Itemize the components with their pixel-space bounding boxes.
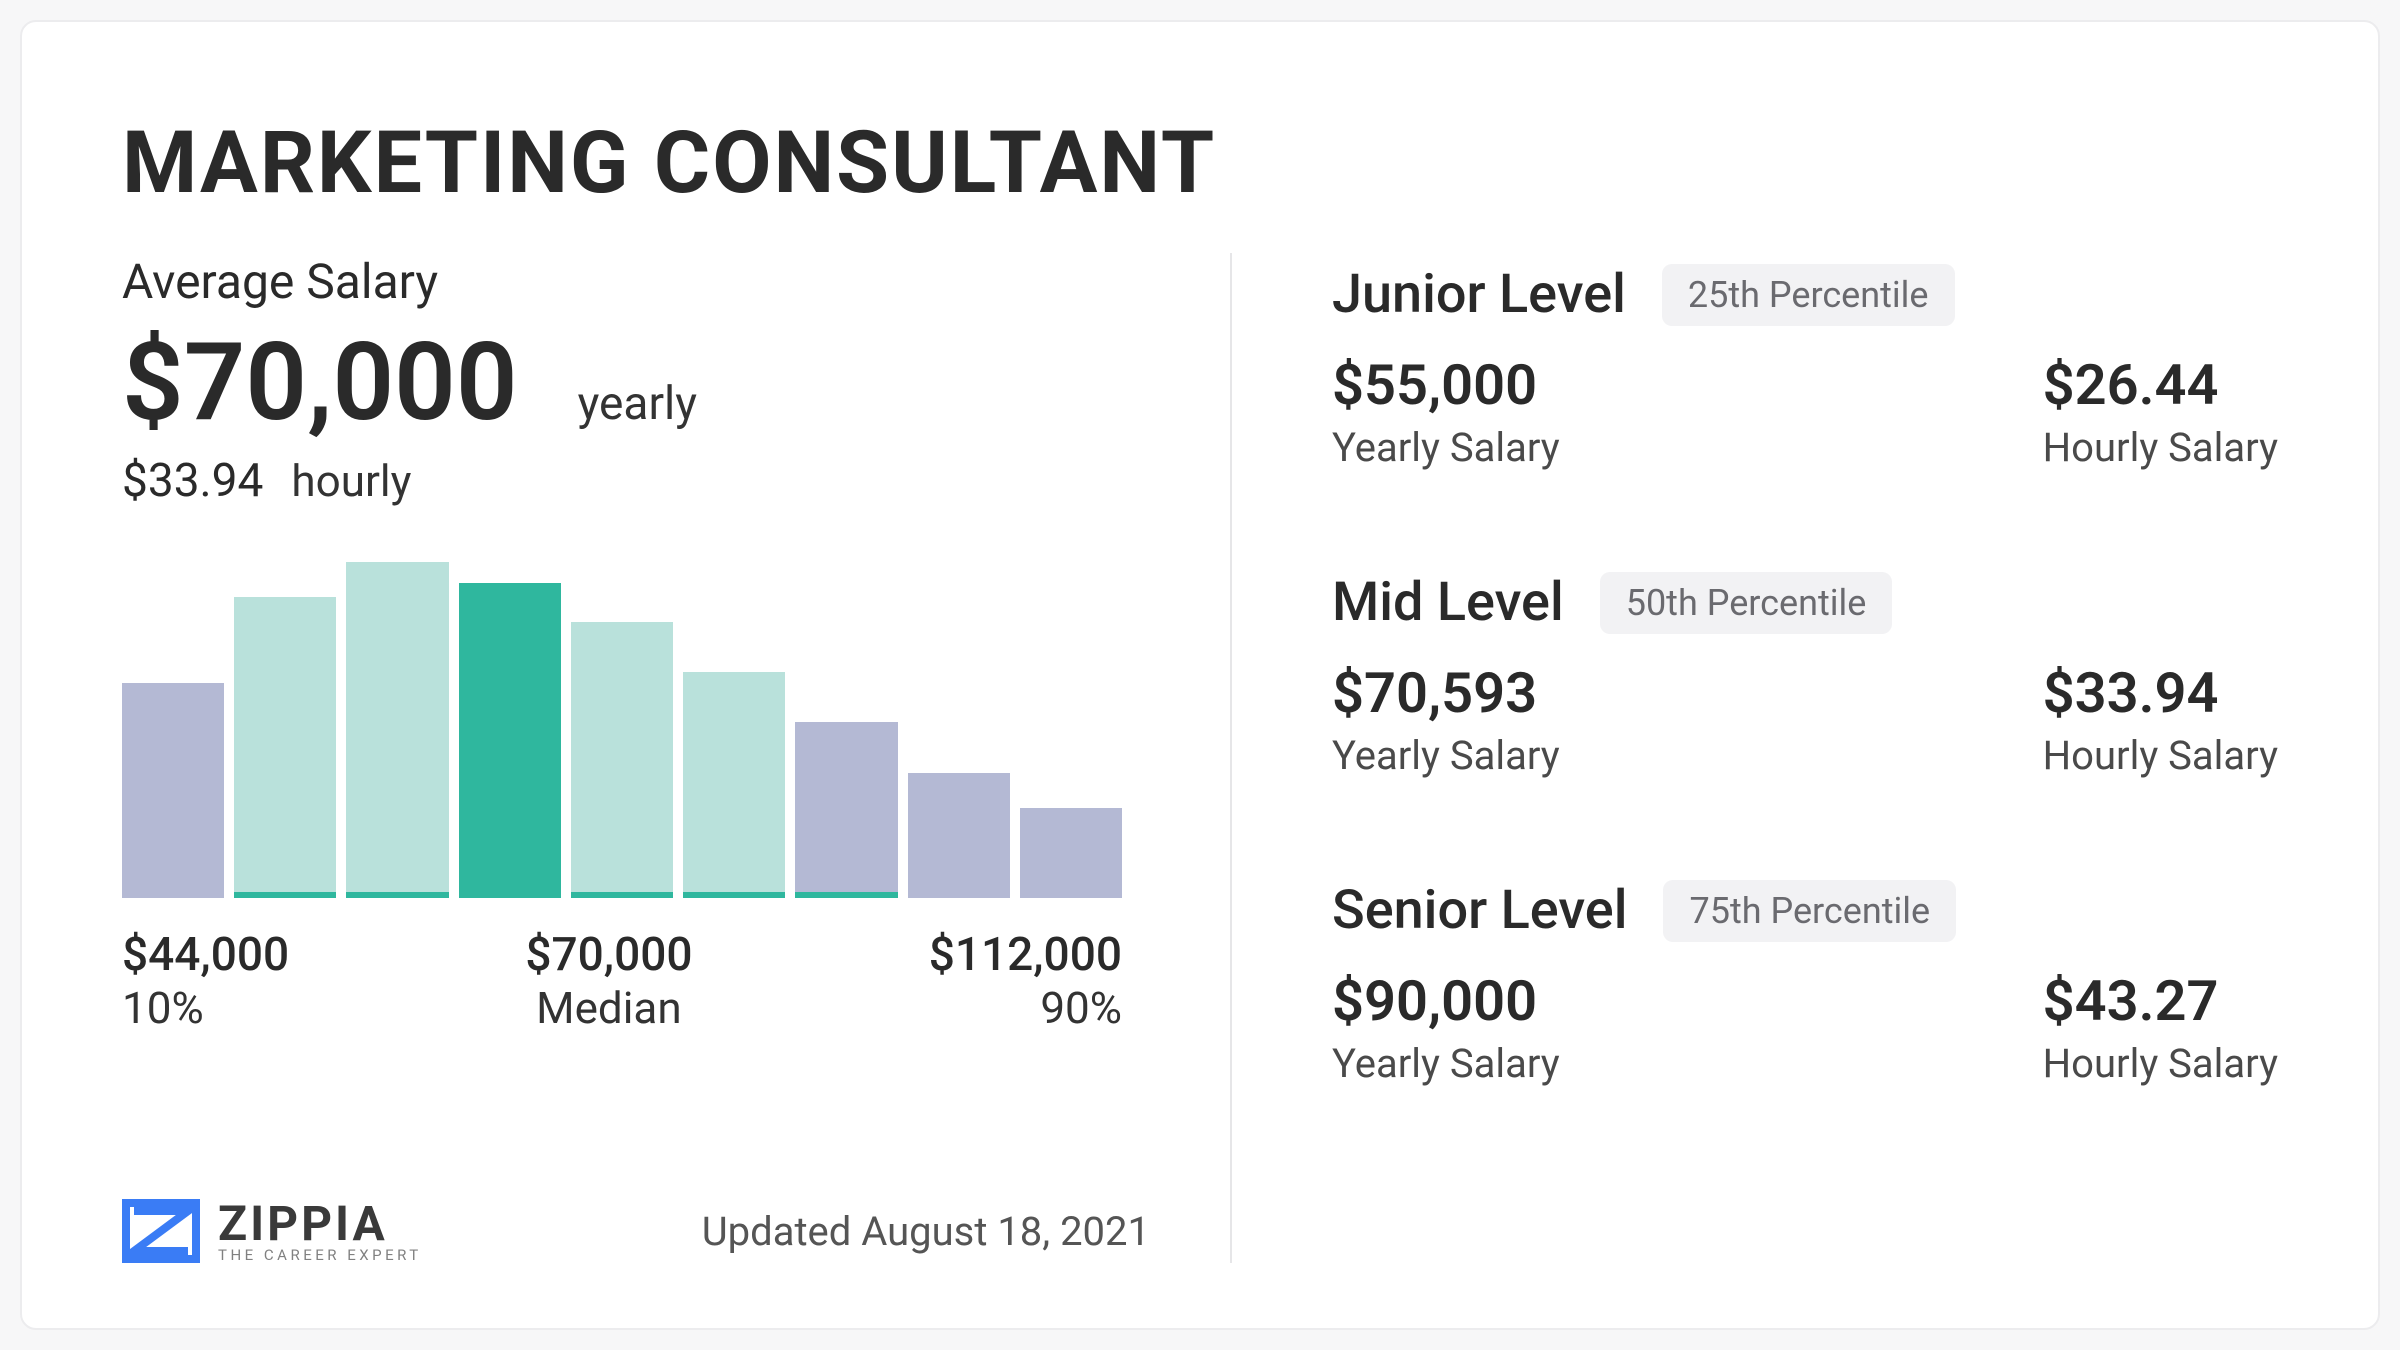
percentile-badge: 50th Percentile [1600,572,1893,634]
level-1: Mid Level 50th Percentile $70,593 Yearly Sa… [1332,571,2278,779]
columns: Average Salary $70,000 yearly $33.94 hou… [122,253,2278,1263]
axis-center-label: Median [536,982,682,1034]
level-values: $90,000 Yearly Salary $43.27 Hourly Salary [1332,968,2278,1087]
bar-8 [1020,808,1122,898]
hourly-label: Hourly Salary [2043,732,2278,779]
level-title: Senior Level [1332,879,1627,942]
axis-right-label: 90% [1040,982,1122,1034]
bar-2 [346,562,448,898]
axis-left: $44,000 10% [122,928,289,1034]
level-title: Mid Level [1332,571,1564,634]
bars-container [122,568,1122,898]
left-footer: ZIPPIA THE CAREER EXPERT Updated August … [122,1139,1150,1263]
bar-5 [683,672,785,898]
average-yearly-row: $70,000 yearly [122,320,1150,446]
yearly-label: Yearly Salary [1332,732,1560,779]
average-yearly-amount: $70,000 [122,320,518,446]
hourly-col: $33.94 Hourly Salary [2043,660,2278,779]
average-hourly-unit: hourly [291,455,411,507]
zippia-logo-icon [122,1199,200,1263]
yearly-amount: $55,000 [1332,352,1560,418]
level-values: $70,593 Yearly Salary $33.94 Hourly Salary [1332,660,2278,779]
yearly-col: $55,000 Yearly Salary [1332,352,1560,471]
right-column: Junior Level 25th Percentile $55,000 Yearly… [1232,253,2278,1263]
hourly-col: $43.27 Hourly Salary [2043,968,2278,1087]
level-2: Senior Level 75th Percentile $90,000 Yearly… [1332,879,2278,1087]
level-head: Junior Level 25th Percentile [1332,263,2278,326]
hourly-label: Hourly Salary [2043,1040,2278,1087]
updated-date: Updated August 18, 2021 [702,1208,1150,1255]
yearly-amount: $70,593 [1332,660,1560,726]
bar-0 [122,683,224,898]
bar-3 [459,583,561,898]
bar-1 [234,597,336,898]
average-yearly-unit: yearly [578,377,697,431]
hourly-col: $26.44 Hourly Salary [2043,352,2278,471]
bar-7 [908,773,1010,898]
zippia-logo-text: ZIPPIA THE CAREER EXPERT [218,1200,422,1263]
yearly-label: Yearly Salary [1332,1040,1560,1087]
hourly-amount: $33.94 [2043,660,2278,726]
average-hourly-amount: $33.94 [122,454,263,508]
average-salary-label: Average Salary [122,253,1150,310]
percentile-badge: 25th Percentile [1662,264,1955,326]
salary-card: MARKETING CONSULTANT Average Salary $70,… [20,20,2380,1330]
bar-6 [795,722,897,898]
bar-4 [571,622,673,898]
level-head: Mid Level 50th Percentile [1332,571,2278,634]
yearly-col: $90,000 Yearly Salary [1332,968,1560,1087]
yearly-col: $70,593 Yearly Salary [1332,660,1560,779]
level-head: Senior Level 75th Percentile [1332,879,2278,942]
hourly-amount: $26.44 [2043,352,2278,418]
page-title: MARKETING CONSULTANT [122,112,2278,213]
hourly-amount: $43.27 [2043,968,2278,1034]
yearly-label: Yearly Salary [1332,424,1560,471]
yearly-amount: $90,000 [1332,968,1560,1034]
zippia-logo: ZIPPIA THE CAREER EXPERT [122,1199,422,1263]
level-values: $55,000 Yearly Salary $26.44 Hourly Salary [1332,352,2278,471]
axis-center: $70,000 Median [525,928,692,1034]
chart-axis: $44,000 10% $70,000 Median $112,000 90% [122,928,1122,1034]
percentile-badge: 75th Percentile [1663,880,1956,942]
hourly-label: Hourly Salary [2043,424,2278,471]
level-title: Junior Level [1332,263,1626,326]
axis-left-value: $44,000 [122,928,289,982]
level-0: Junior Level 25th Percentile $55,000 Yearly… [1332,263,2278,471]
axis-left-label: 10% [122,982,289,1034]
axis-right: $112,000 90% [929,928,1122,1034]
axis-center-value: $70,000 [525,928,692,982]
axis-right-value: $112,000 [929,928,1122,982]
logo-tagline: THE CAREER EXPERT [218,1248,422,1263]
left-column: Average Salary $70,000 yearly $33.94 hou… [122,253,1232,1263]
logo-name: ZIPPIA [218,1200,422,1248]
salary-distribution-chart: $44,000 10% $70,000 Median $112,000 90% [122,568,1122,1034]
average-hourly-row: $33.94 hourly [122,454,1150,508]
